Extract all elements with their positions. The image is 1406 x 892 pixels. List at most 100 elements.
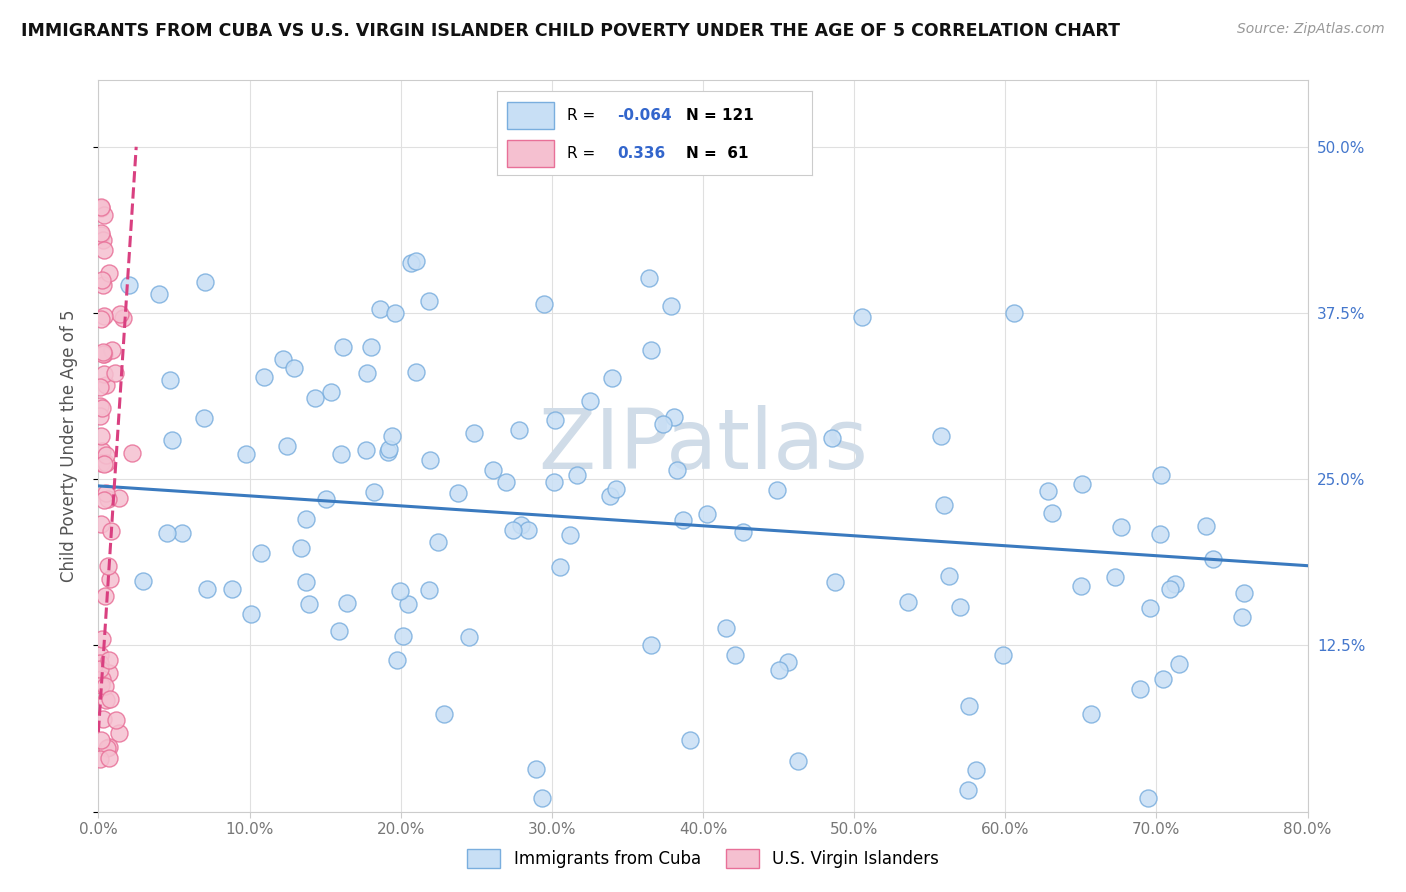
- Point: [360, 340, 382, 354]
- Point: [724, 648, 747, 662]
- Point: [1040, 506, 1063, 520]
- Point: [298, 597, 321, 611]
- Point: [387, 652, 409, 666]
- Point: [89, 399, 111, 413]
- Point: [90, 456, 112, 470]
- Text: IMMIGRANTS FROM CUBA VS U.S. VIRGIN ISLANDER CHILD POVERTY UNDER THE AGE OF 5 CO: IMMIGRANTS FROM CUBA VS U.S. VIRGIN ISLA…: [21, 22, 1121, 40]
- Point: [332, 340, 354, 354]
- Point: [934, 498, 956, 512]
- Point: [91, 712, 114, 726]
- Point: [517, 523, 540, 537]
- Point: [89, 409, 111, 423]
- Point: [101, 343, 124, 357]
- Point: [253, 370, 276, 384]
- Point: [1129, 681, 1152, 696]
- Point: [419, 453, 441, 467]
- Point: [664, 410, 686, 425]
- Point: [765, 483, 787, 498]
- Point: [1201, 552, 1223, 566]
- Point: [93, 243, 115, 257]
- Point: [377, 442, 399, 456]
- Point: [94, 680, 117, 694]
- Point: [558, 528, 581, 542]
- Point: [1137, 791, 1160, 805]
- Point: [1195, 518, 1218, 533]
- Point: [94, 589, 117, 603]
- Point: [97, 558, 120, 573]
- Point: [605, 482, 627, 496]
- Point: [548, 560, 571, 574]
- Point: [679, 733, 702, 747]
- Point: [91, 347, 114, 361]
- Point: [1139, 600, 1161, 615]
- Point: [91, 345, 114, 359]
- Point: [89, 517, 111, 532]
- Point: [96, 740, 118, 755]
- Point: [731, 524, 754, 539]
- Point: [90, 200, 112, 214]
- Point: [93, 493, 115, 508]
- Point: [290, 541, 312, 555]
- Point: [93, 347, 115, 361]
- Point: [170, 525, 193, 540]
- Point: [502, 523, 524, 537]
- Point: [221, 582, 243, 596]
- Point: [768, 663, 790, 677]
- Point: [600, 370, 623, 384]
- Point: [105, 713, 128, 727]
- Point: [524, 762, 547, 776]
- Point: [97, 491, 120, 506]
- Point: [418, 583, 440, 598]
- Point: [508, 423, 530, 437]
- Point: [1080, 707, 1102, 722]
- Point: [155, 525, 177, 540]
- Point: [1070, 477, 1092, 491]
- Point: [250, 545, 273, 559]
- Point: [363, 484, 385, 499]
- Point: [132, 574, 155, 589]
- Point: [98, 653, 121, 667]
- Point: [1109, 520, 1132, 534]
- Point: [638, 270, 661, 285]
- Point: [89, 380, 111, 394]
- Point: [458, 630, 481, 644]
- Point: [426, 535, 449, 549]
- Point: [1167, 657, 1189, 671]
- Point: [482, 463, 505, 477]
- Point: [235, 447, 257, 461]
- Point: [90, 678, 112, 692]
- Point: [666, 463, 689, 477]
- Point: [90, 312, 112, 326]
- Point: [328, 624, 350, 639]
- Point: [94, 456, 117, 470]
- Point: [336, 596, 359, 610]
- Point: [100, 524, 122, 538]
- Point: [93, 457, 115, 471]
- Point: [98, 750, 121, 764]
- Point: [94, 448, 117, 462]
- Point: [956, 783, 979, 797]
- Point: [1159, 582, 1181, 596]
- Point: [93, 309, 115, 323]
- Point: [405, 254, 427, 268]
- Point: [91, 401, 114, 415]
- Point: [1149, 526, 1171, 541]
- Point: [433, 707, 456, 722]
- Point: [821, 431, 844, 445]
- Point: [94, 693, 117, 707]
- Text: Source: ZipAtlas.com: Source: ZipAtlas.com: [1237, 22, 1385, 37]
- Point: [91, 278, 114, 293]
- Point: [1149, 467, 1171, 482]
- Point: [93, 367, 115, 381]
- Point: [159, 373, 181, 387]
- Point: [90, 429, 112, 443]
- Point: [544, 413, 567, 427]
- Point: [97, 267, 120, 281]
- Point: [97, 740, 120, 755]
- Point: [949, 600, 972, 615]
- Point: [640, 343, 662, 358]
- Point: [938, 569, 960, 583]
- Point: [405, 366, 427, 380]
- Point: [193, 411, 215, 425]
- Point: [565, 468, 588, 483]
